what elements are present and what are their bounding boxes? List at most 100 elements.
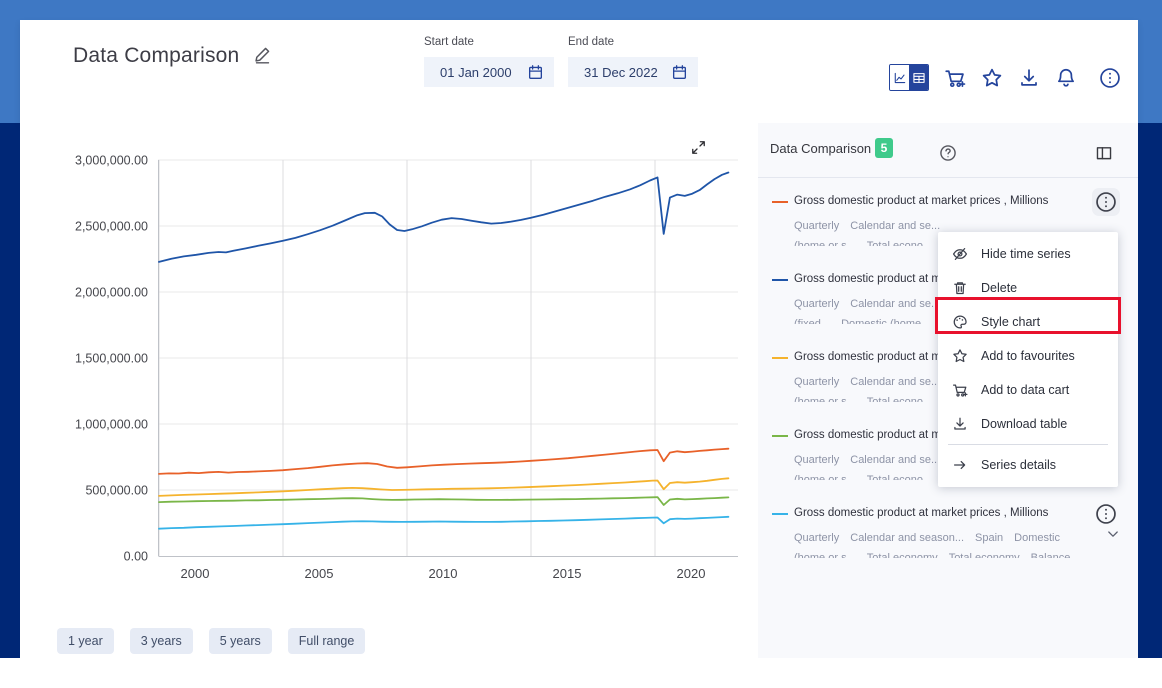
cart-plus-icon [952,382,968,398]
right-frame-strip [1138,123,1162,658]
favourites-button[interactable] [981,67,1003,89]
series-tag[interactable]: Total economy [949,552,1020,558]
calendar-icon[interactable] [671,64,688,81]
series-menu-button[interactable] [1092,188,1120,216]
left-frame-strip [0,123,20,658]
expand-series-button[interactable] [1104,525,1122,543]
series-tags-row-1: Quarterly Calendar and season... Spain Dome… [794,528,1092,545]
menu-item-style-chart[interactable]: Style chart [938,305,1118,339]
download-button[interactable] [1018,67,1040,89]
series-tag[interactable]: (home or s... [794,396,856,402]
range-button-5-years[interactable]: 5 years [208,628,272,654]
series-tag[interactable]: (home or s... [794,240,856,246]
x-tick-label: 2010 [429,566,458,581]
menu-item-hide-time-series[interactable]: Hide time series [938,237,1118,271]
series-color-swatch [772,357,788,359]
series-tags-row-2: (home or s... Total econo... [794,236,1092,246]
calendar-icon[interactable] [527,64,544,81]
series-tag[interactable]: (home or s... [794,552,856,558]
start-date-input[interactable]: 01 Jan 2000 [424,57,554,87]
arrow-right-icon [952,457,968,473]
end-date-label: End date [568,36,615,48]
series-tag[interactable]: Total econo... [867,396,932,402]
x-tick-label: 2005 [305,566,334,581]
series-tag[interactable]: Balance... [1031,552,1080,558]
series-tag[interactable]: Total economy [867,552,938,558]
series-tag[interactable]: Calendar and se... [850,220,940,233]
y-tick-label: 2,500,000.00 [75,220,148,234]
series-tag[interactable]: Quarterly [794,220,839,233]
series-tag[interactable]: Domestic [1014,532,1060,545]
series-tag[interactable]: Calendar and se... [850,376,940,389]
y-tick-label: 500,000.00 [85,484,148,498]
chevron-down-icon [1105,526,1121,542]
series-tag[interactable]: Calendar and se... [850,454,940,467]
x-tick-label: 2015 [553,566,582,581]
menu-item-series-details[interactable]: Series details [938,448,1118,482]
menu-item-add-to-favourites[interactable]: Add to favourites [938,339,1118,373]
series-tag[interactable]: Quarterly [794,376,839,389]
y-tick-label: 1,000,000.00 [75,418,148,432]
cart-plus-icon [944,67,966,89]
series-context-menu: Hide time series Delete Style chart Add … [938,232,1118,487]
menu-item-add-to-data-cart[interactable]: Add to data cart [938,373,1118,407]
y-tick-label: 3,000,000.00 [75,154,148,168]
trash-icon [952,280,968,296]
range-button-3-years[interactable]: 3 years [129,628,193,654]
series-tags-row-2: (home or s... Total econo... [794,470,1092,480]
series-tags-row-2: (home or s... Total econo... [794,392,1092,402]
range-button-1-year[interactable]: 1 year [57,628,114,654]
chart-series-line [158,496,730,506]
series-tags-row-1: Quarterly Calendar and se... [794,372,1092,389]
series-menu-button[interactable] [1092,500,1120,528]
start-date-label: Start date [424,36,474,48]
help-circle-icon [939,144,957,162]
notifications-button[interactable] [1055,67,1077,89]
series-tag[interactable]: Calendar and se... [850,298,940,311]
chart-table-view-toggle [889,64,929,91]
menu-divider [948,444,1108,445]
y-tick-label: 0.00 [124,550,148,564]
end-date-input[interactable]: 31 Dec 2022 [568,57,698,87]
download-icon [1018,67,1040,89]
series-list-item: Gross domestic product at market prices … [758,183,1138,261]
series-tag[interactable]: (home or s... [794,474,856,480]
kebab-circle-icon [1099,67,1121,89]
star-icon [981,67,1003,89]
series-color-swatch [772,435,788,437]
columns-icon [1095,144,1113,162]
series-tag[interactable]: Spain [975,532,1003,545]
series-tag[interactable]: Total econo... [867,474,932,480]
series-tag[interactable]: Quarterly [794,298,839,311]
series-tag[interactable]: (fixed... [794,318,830,324]
table-view-button[interactable] [909,65,928,90]
series-tag[interactable]: Calendar and season... [850,532,964,545]
series-title: Gross domestic product at market prices … [794,195,1049,207]
kebab-circle-icon [1095,503,1117,525]
series-tag[interactable]: Total econo... [867,240,932,246]
panel-layout-button[interactable] [1095,144,1113,162]
edit-title-button[interactable] [253,45,272,67]
range-button-full-range[interactable]: Full range [287,628,366,654]
add-to-data-cart-button[interactable] [944,67,966,89]
more-options-button[interactable] [1099,67,1121,89]
series-title: Gross domestic product at market prices … [794,507,1049,519]
chart-view-button[interactable] [890,65,909,90]
menu-item-download-table[interactable]: Download table [938,407,1118,441]
x-tick-label: 2020 [677,566,706,581]
header-bar: Data Comparison Start date 01 Jan 2000 E… [20,20,1138,123]
x-tick-label: 2000 [181,566,210,581]
y-tick-label: 1,500,000.00 [75,352,148,366]
series-tags-row-1: Quarterly Calendar and se... [794,294,1092,311]
expand-chart-button[interactable] [688,139,708,159]
series-list-item: Gross domestic product at market prices … [758,495,1138,573]
menu-item-delete[interactable]: Delete [938,271,1118,305]
series-tag[interactable]: Quarterly [794,454,839,467]
series-tag[interactable]: Domestic (home... [841,318,930,324]
series-tag[interactable]: Quarterly [794,532,839,545]
panel-title: Data Comparison [770,141,872,156]
series-count-badge: 5 [875,138,893,158]
expand-icon [690,139,707,156]
series-color-swatch [772,201,788,203]
help-button[interactable] [939,144,957,162]
